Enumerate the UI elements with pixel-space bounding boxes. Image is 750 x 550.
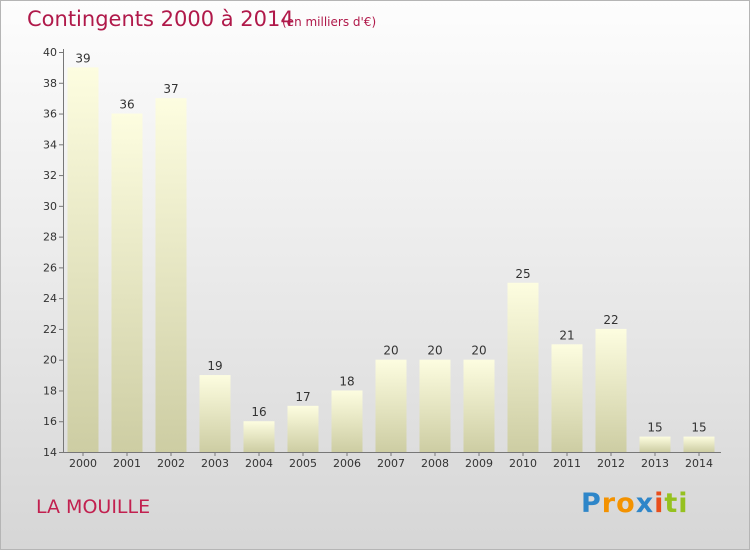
bar-2012 (595, 328, 627, 452)
value-label-2008: 20 (427, 344, 442, 358)
x-tick-label-2007: 2007 (377, 457, 405, 470)
bar-2007 (375, 359, 407, 452)
y-tick-label-36: 36 (43, 108, 57, 121)
x-tick-label-2004: 2004 (245, 457, 273, 470)
logo-letter: t (664, 488, 679, 519)
bar-2011 (551, 344, 583, 452)
chart-subtitle: (en milliers d'€) (282, 15, 377, 29)
y-tick-label-28: 28 (43, 231, 57, 244)
y-tick-label-16: 16 (43, 415, 57, 428)
bar-2010 (507, 282, 539, 452)
value-label-2013: 15 (647, 421, 662, 435)
y-tick-label-26: 26 (43, 261, 57, 274)
x-tick-label-2010: 2010 (509, 457, 537, 470)
y-tick-label-18: 18 (43, 384, 57, 397)
bar-2001 (111, 113, 143, 453)
proxiti-logo[interactable]: Proxiti (581, 488, 689, 519)
value-label-2012: 22 (603, 313, 618, 327)
y-tick-label-22: 22 (43, 323, 57, 336)
value-label-2006: 18 (339, 374, 354, 388)
value-label-2003: 19 (207, 359, 222, 373)
y-tick-label-34: 34 (43, 138, 57, 151)
bar-2005 (287, 405, 319, 452)
bar-2013 (639, 436, 671, 452)
value-label-2000: 39 (75, 51, 90, 65)
value-label-2005: 17 (295, 390, 310, 404)
bar-2006 (331, 390, 363, 452)
logo-letter: r (601, 488, 617, 519)
x-tick-label-2002: 2002 (157, 457, 185, 470)
bar-2002 (155, 98, 187, 453)
x-tick-label-2003: 2003 (201, 457, 229, 470)
bar-2008 (419, 359, 451, 452)
x-tick-label-2009: 2009 (465, 457, 493, 470)
y-tick-label-30: 30 (43, 200, 57, 213)
y-tick-label-40: 40 (43, 46, 57, 59)
y-tick-label-14: 14 (43, 446, 57, 459)
value-label-2011: 21 (559, 328, 574, 342)
bar-2004 (243, 421, 275, 452)
bar-2003 (199, 375, 231, 452)
logo-letter: P (581, 488, 602, 519)
value-label-2001: 36 (119, 98, 134, 112)
y-tick-label-32: 32 (43, 169, 57, 182)
x-tick-label-2000: 2000 (69, 457, 97, 470)
bar-2009 (463, 359, 495, 452)
y-tick-label-38: 38 (43, 77, 57, 90)
bar-2014 (683, 436, 715, 452)
value-label-2010: 25 (515, 267, 530, 281)
logo-letter: i (678, 488, 689, 519)
value-label-2002: 37 (163, 82, 178, 96)
x-tick-label-2008: 2008 (421, 457, 449, 470)
logo-letter: o (616, 488, 636, 519)
y-tick-label-20: 20 (43, 354, 57, 367)
x-tick-label-2001: 2001 (113, 457, 141, 470)
value-label-2009: 20 (471, 344, 486, 358)
x-tick-label-2011: 2011 (553, 457, 581, 470)
x-tick-label-2005: 2005 (289, 457, 317, 470)
bar-2000 (67, 67, 99, 452)
x-tick-label-2013: 2013 (641, 457, 669, 470)
value-label-2004: 16 (251, 405, 266, 419)
y-tick-label-24: 24 (43, 292, 57, 305)
value-label-2014: 15 (691, 421, 706, 435)
x-tick-label-2012: 2012 (597, 457, 625, 470)
logo-letter: i (654, 488, 665, 519)
logo-letter: x (635, 488, 655, 519)
commune-name: LA MOUILLE (36, 496, 151, 518)
x-tick-label-2006: 2006 (333, 457, 361, 470)
x-tick-label-2014: 2014 (685, 457, 713, 470)
chart-title: Contingents 2000 à 2014 (27, 7, 294, 31)
value-label-2007: 20 (383, 344, 398, 358)
